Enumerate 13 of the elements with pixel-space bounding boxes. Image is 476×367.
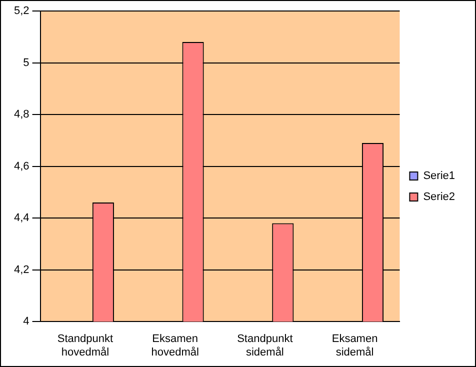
- legend-label: Serie2: [423, 191, 455, 204]
- y-tick-label: 5: [23, 56, 30, 69]
- y-tick-label: 4,6: [14, 160, 30, 172]
- y-tick-label: 4: [23, 316, 30, 328]
- y-tick-label: 4,2: [14, 264, 30, 276]
- x-tick-label: Standpunkt hovedmål: [57, 333, 114, 358]
- y-tick-label: 4,8: [14, 108, 30, 121]
- x-tick-label: Eksamen hovedmål: [151, 333, 199, 358]
- legend-label: Serie1: [423, 170, 455, 182]
- y-tick-label: 4,4: [14, 212, 30, 224]
- x-tick-label: Standpunkt sidemål: [237, 333, 293, 358]
- x-tick-label: Eksamen sidemål: [332, 333, 378, 358]
- y-tick-label: 5,2: [14, 5, 30, 18]
